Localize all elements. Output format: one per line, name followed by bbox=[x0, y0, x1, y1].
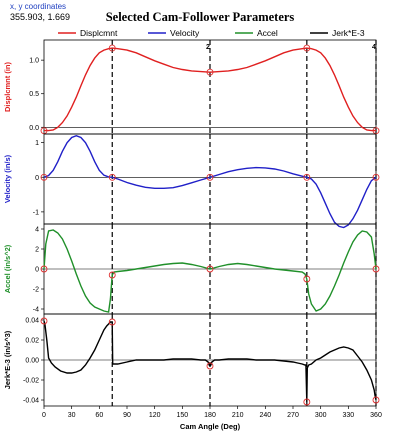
boundary-point-2-0 bbox=[40, 265, 48, 273]
y-axis-label-3: Jerk*E-3 (in/s^3) bbox=[3, 330, 12, 389]
coordinates-label: x, y coordinates bbox=[10, 2, 67, 11]
coordinates-readout: 355.903, 1.669 bbox=[10, 12, 71, 22]
y-tick-label-1-0: -1 bbox=[33, 209, 39, 216]
legend-label-0: Displcmnt bbox=[80, 28, 118, 38]
boundary-point-2-3 bbox=[303, 275, 311, 283]
boundary-point-1-2 bbox=[206, 173, 214, 181]
boundary-point-1-3 bbox=[303, 173, 311, 181]
y-tick-label-0-2: 1.0 bbox=[29, 58, 39, 65]
y-tick-label-3-2: 0.00 bbox=[25, 358, 39, 365]
y-tick-label-0-0: 0.0 bbox=[29, 125, 39, 132]
legend: Displcmnt Velocity Accel Jerk*E-3 bbox=[58, 28, 365, 38]
boundary-point-3-3 bbox=[303, 398, 311, 406]
boundary-point-0-1 bbox=[108, 44, 116, 52]
x-tick-label-11: 330 bbox=[342, 412, 354, 419]
panel-1: -1 0 1 Velocity (in/s) bbox=[3, 133, 380, 229]
y-tick-label-2-1: -2 bbox=[33, 287, 39, 294]
x-tick-label-4: 120 bbox=[149, 412, 161, 419]
x-tick-label-12: 360 bbox=[370, 412, 382, 419]
panel-2: -4 -2 0 2 4 Accel (in/s^2) bbox=[3, 223, 380, 315]
x-tick-label-3: 90 bbox=[123, 412, 131, 419]
boundary-point-0-2 bbox=[206, 68, 214, 76]
y-tick-label-0-1: 0.5 bbox=[29, 91, 39, 98]
legend-label-3: Jerk*E-3 bbox=[332, 28, 365, 38]
series-line-3 bbox=[43, 320, 377, 403]
panel-0: 0.0 0.5 1.0 Displcmnt (in) bbox=[3, 39, 380, 135]
x-tick-label-0: 0 bbox=[42, 412, 46, 419]
x-tick-label-9: 270 bbox=[287, 412, 299, 419]
plot-panels: 0.0 0.5 1.0 Displcmnt (in) -1 0 1 Velocity (in/… bbox=[3, 39, 380, 407]
y-axis-label-0: Displcmnt (in) bbox=[3, 61, 12, 112]
x-tick-label-7: 210 bbox=[232, 412, 244, 419]
legend-label-1: Velocity bbox=[170, 28, 200, 38]
y-tick-label-3-3: 0.02 bbox=[25, 338, 39, 345]
boundary-point-3-4 bbox=[372, 396, 380, 404]
x-tick-label-2: 60 bbox=[95, 412, 103, 419]
y-tick-label-3-1: -0.02 bbox=[23, 378, 39, 385]
x-axis: 0 30 60 90 120 150 180 210 240 270 300 330 360 Cam An… bbox=[42, 406, 382, 431]
stage-label-1: 2 bbox=[206, 44, 210, 51]
boundary-point-1-0 bbox=[40, 173, 48, 181]
boundary-point-1-4 bbox=[372, 173, 380, 181]
x-tick-label-5: 150 bbox=[176, 412, 188, 419]
x-axis-label: Cam Angle (Deg) bbox=[180, 422, 241, 431]
boundary-point-0-3 bbox=[303, 44, 311, 52]
boundary-point-3-1 bbox=[108, 318, 116, 326]
panel-3: -0.04 -0.02 0.00 0.02 0.04 Jerk*E-3 (in/s^3) bbox=[3, 313, 380, 407]
x-tick-label-8: 240 bbox=[259, 412, 271, 419]
y-tick-label-2-4: 4 bbox=[35, 227, 39, 234]
y-axis-label-1: Velocity (in/s) bbox=[3, 154, 12, 203]
y-tick-label-3-4: 0.04 bbox=[25, 318, 39, 325]
y-axis-label-2: Accel (in/s^2) bbox=[3, 244, 12, 293]
y-tick-label-3-0: -0.04 bbox=[23, 398, 39, 405]
y-tick-label-1-2: 1 bbox=[35, 140, 39, 147]
x-tick-label-6: 180 bbox=[204, 412, 216, 419]
boundary-point-1-1 bbox=[108, 173, 116, 181]
panel-frame-0 bbox=[43, 39, 377, 135]
series-line-1 bbox=[43, 134, 377, 229]
stage-label-3: 4 bbox=[372, 44, 376, 51]
boundary-point-2-4 bbox=[372, 265, 380, 273]
y-tick-label-1-1: 0 bbox=[35, 175, 39, 182]
y-tick-label-2-2: 0 bbox=[35, 267, 39, 274]
legend-label-2: Accel bbox=[257, 28, 278, 38]
x-tick-label-1: 30 bbox=[68, 412, 76, 419]
series-line-2 bbox=[43, 229, 377, 313]
boundary-point-2-1 bbox=[108, 271, 116, 279]
chart-title: Selected Cam-Follower Parameters bbox=[105, 10, 295, 24]
boundary-point-3-2 bbox=[206, 362, 214, 370]
series-line-0 bbox=[44, 47, 376, 132]
boundary-point-2-2 bbox=[206, 265, 214, 273]
x-tick-label-10: 300 bbox=[315, 412, 327, 419]
boundary-point-3-0 bbox=[40, 317, 48, 325]
y-tick-label-2-0: -4 bbox=[33, 307, 39, 314]
y-tick-label-2-3: 2 bbox=[35, 247, 39, 254]
